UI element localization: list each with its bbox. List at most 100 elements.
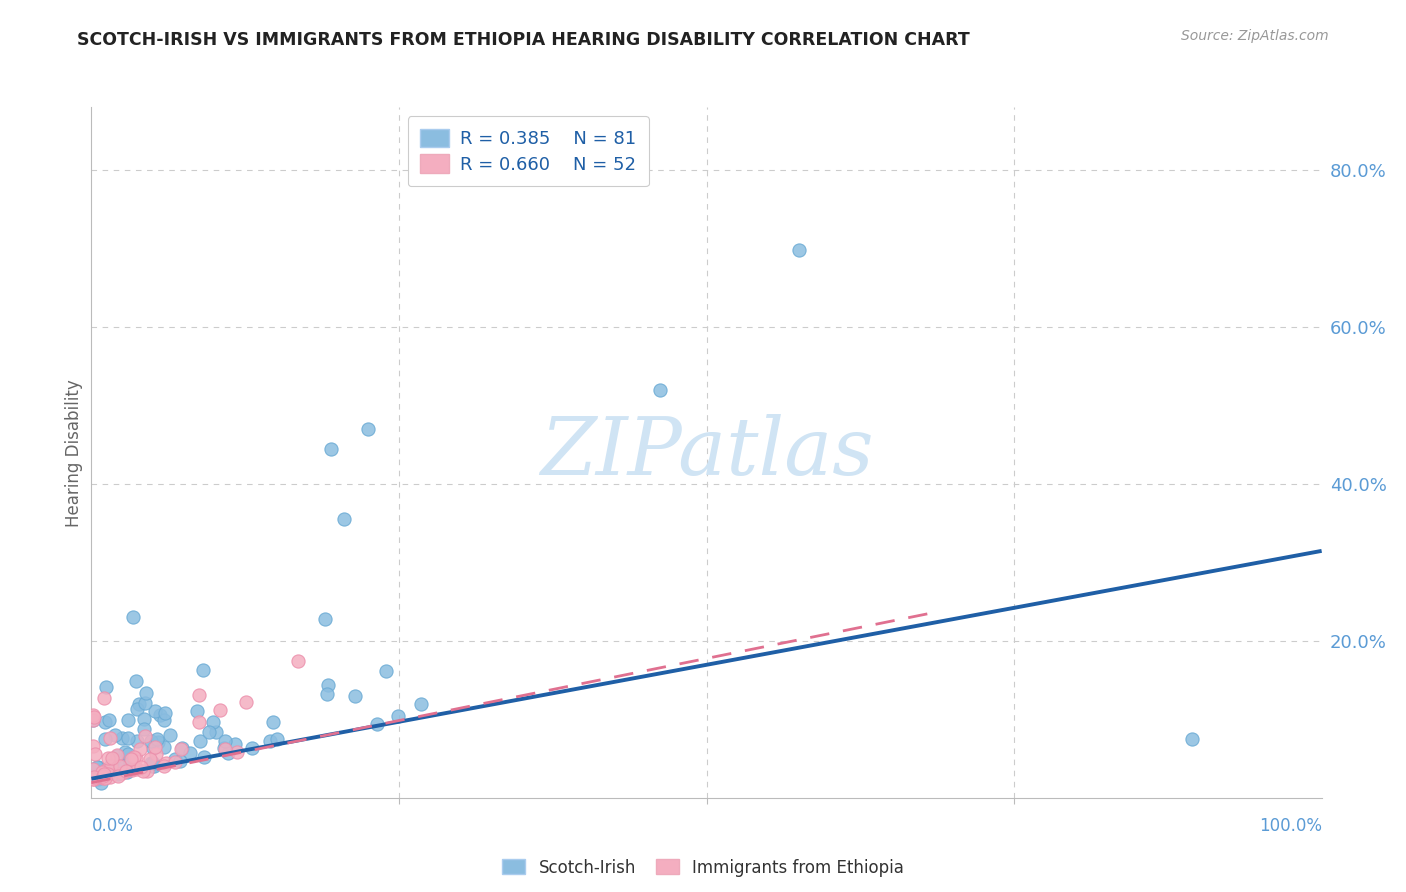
Text: ZIPatlas: ZIPatlas [540,414,873,491]
Point [170,741,193,756]
Point [188,714,211,729]
Point [93,769,115,783]
Point [127,733,149,747]
Point [225,745,247,759]
Text: 100.0%: 100.0% [1258,817,1322,835]
Point [125,673,148,688]
Point [165,752,187,766]
Point [98,731,121,746]
Point [107,748,129,763]
Point [101,751,124,765]
Point [193,663,215,677]
Point [146,731,169,746]
Point [169,742,191,756]
Point [103,765,125,780]
Point [91,772,114,786]
Point [82,772,104,787]
Point [93,770,115,784]
Point [114,764,136,778]
Point [117,747,139,762]
Point [262,714,284,729]
Point [114,745,136,759]
Point [214,734,236,748]
Point [135,764,157,778]
Y-axis label: Hearing Disability: Hearing Disability [65,379,83,526]
Point [107,766,129,780]
Point [259,734,281,748]
Point [90,775,112,789]
Point [235,695,257,709]
Point [202,714,225,729]
Point [100,758,122,772]
Point [97,767,120,781]
Point [155,756,177,770]
Point [82,713,104,727]
Point [316,687,339,701]
Point [153,713,176,727]
Point [111,731,134,745]
Point [159,728,181,742]
Point [128,698,150,712]
Point [217,746,239,760]
Point [94,731,117,746]
Point [787,243,810,257]
Point [83,769,105,783]
Point [134,722,156,736]
Point [321,442,343,456]
Point [93,767,115,781]
Point [648,383,671,397]
Point [124,751,146,765]
Point [224,737,246,751]
Point [100,770,122,784]
Point [135,686,157,700]
Point [193,749,215,764]
Point [411,697,433,711]
Point [205,724,228,739]
Point [121,610,143,624]
Point [134,729,156,743]
Point [357,422,380,436]
Point [375,665,398,679]
Point [111,766,134,780]
Point [82,762,104,776]
Point [117,731,139,745]
Point [104,728,127,742]
Point [1181,732,1204,747]
Point [131,764,153,778]
Point [208,703,231,717]
Point [94,680,117,694]
Point [139,752,162,766]
Point [287,654,309,668]
Point [188,734,211,748]
Point [366,716,388,731]
Point [122,758,145,772]
Point [129,760,152,774]
Text: SCOTCH-IRISH VS IMMIGRANTS FROM ETHIOPIA HEARING DISABILITY CORRELATION CHART: SCOTCH-IRISH VS IMMIGRANTS FROM ETHIOPIA… [77,31,970,49]
Point [97,750,120,764]
Point [94,714,117,729]
Point [94,771,117,785]
Point [87,760,110,774]
Point [188,688,211,702]
Point [115,764,138,779]
Point [143,759,166,773]
Point [139,756,162,770]
Point [121,763,143,777]
Point [145,747,167,761]
Point [132,712,155,726]
Point [129,741,152,756]
Point [134,696,156,710]
Point [86,772,108,786]
Point [86,760,108,774]
Point [186,704,208,718]
Point [120,752,142,766]
Point [112,757,135,772]
Text: Source: ZipAtlas.com: Source: ZipAtlas.com [1181,29,1329,43]
Point [143,705,166,719]
Point [125,702,148,716]
Point [83,772,105,786]
Point [83,710,105,724]
Legend: R = 0.385    N = 81, R = 0.660    N = 52: R = 0.385 N = 81, R = 0.660 N = 52 [408,116,648,186]
Point [122,749,145,764]
Point [149,708,172,723]
